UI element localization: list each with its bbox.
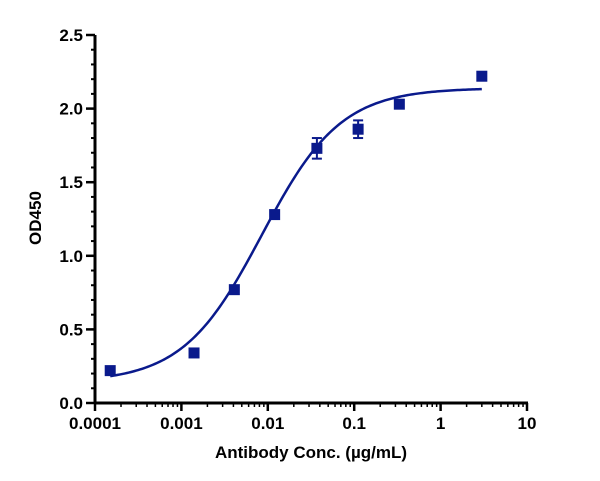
- data-point-marker: [393, 98, 405, 110]
- fit-curve-line: [110, 87, 482, 378]
- data-points: [104, 70, 488, 377]
- x-tick-label: 0.01: [251, 414, 284, 433]
- data-point-marker: [228, 284, 240, 296]
- y-tick-label: 0.0: [59, 394, 83, 413]
- x-tick-label: 0.0001: [69, 414, 121, 433]
- y-axis: 0.0 0.5 1.0 1.5 2.0 2.5: [59, 26, 97, 413]
- data-point-marker: [311, 142, 323, 154]
- data-point-marker: [476, 70, 488, 82]
- data-point-marker: [188, 347, 200, 359]
- x-tick-label: 0.001: [160, 414, 203, 433]
- y-tick-label: 2.5: [59, 26, 83, 45]
- y-tick-label: 1.0: [59, 247, 83, 266]
- data-point-marker: [269, 209, 281, 221]
- data-point-marker: [104, 365, 116, 377]
- y-tick-label: 0.5: [59, 320, 83, 339]
- fit-curve: [110, 87, 482, 378]
- y-tick-label: 2.0: [59, 100, 83, 119]
- data-point-marker: [352, 123, 364, 135]
- x-axis-title: Antibody Conc. (µg/mL): [215, 443, 407, 462]
- x-tick-label: 10: [518, 414, 537, 433]
- x-tick-label: 1: [436, 414, 445, 433]
- x-tick-label: 0.1: [342, 414, 366, 433]
- x-axis: 0.0001 0.001 0.01 0.1 1 10: [69, 401, 537, 433]
- y-tick-label: 1.5: [59, 173, 83, 192]
- y-axis-title: OD450: [26, 191, 45, 245]
